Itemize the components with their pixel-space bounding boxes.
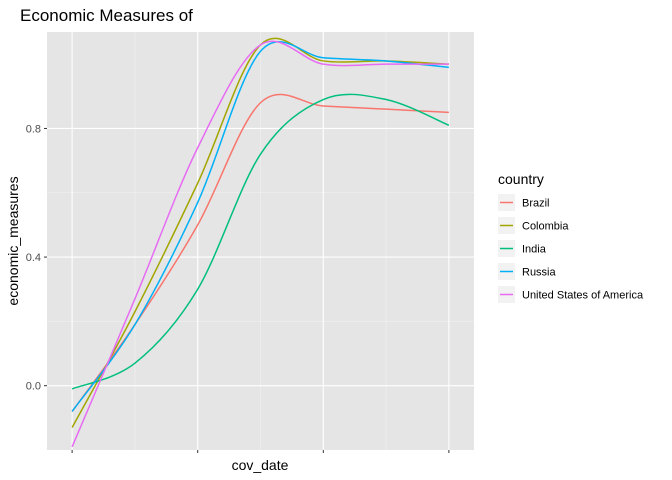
- series-lines: [71, 37, 450, 448]
- series-line: [71, 41, 449, 412]
- legend-label: India: [522, 244, 547, 256]
- chart-title: Economic Measures of: [20, 6, 193, 25]
- y-tick-label: 0.8: [26, 123, 41, 135]
- legend-title: country: [498, 171, 544, 187]
- axes: 0.0 0.4 0.8: [26, 123, 450, 453]
- series-line: [71, 93, 450, 390]
- legend-label: Russia: [522, 267, 557, 279]
- series-line: [71, 40, 449, 448]
- legend-label: United States of America: [522, 290, 644, 302]
- y-tick-label: 0.0: [26, 381, 41, 393]
- series-line: [71, 37, 449, 428]
- y-tick-label: 0.4: [26, 252, 41, 264]
- y-axis-title: economic_measures: [5, 176, 21, 305]
- legend-label: Colombia: [522, 221, 569, 233]
- legend-label: Brazil: [522, 198, 550, 210]
- grid: [47, 32, 474, 450]
- x-axis-title: cov_date: [232, 457, 289, 473]
- legend: Brazil Colombia India Russia United States o…: [498, 194, 644, 303]
